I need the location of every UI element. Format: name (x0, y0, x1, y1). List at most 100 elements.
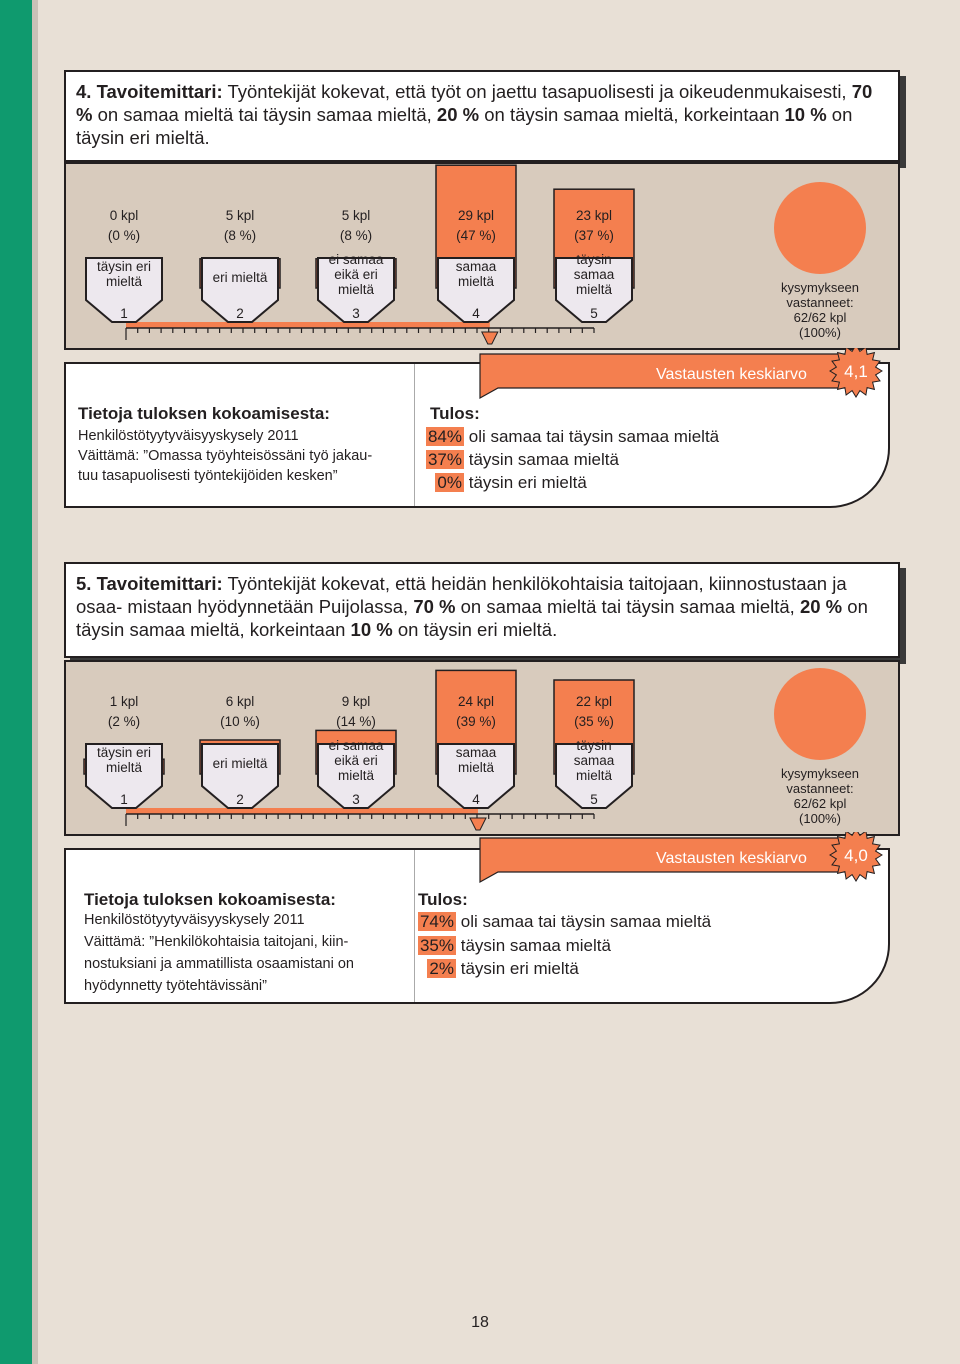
option-number: 2 (236, 306, 244, 321)
percent-label: (14 %) (336, 714, 376, 729)
option-label: täysin (576, 738, 611, 753)
respondents-label: vastanneet: (786, 781, 853, 796)
respondents-label: vastanneet: (786, 295, 853, 310)
result-pct: 35% (417, 936, 456, 955)
count-label: 5 kpl (342, 208, 371, 223)
title-pct: 20 % (436, 104, 480, 125)
option-tag-1 (85, 743, 163, 809)
title-text: on täysin samaa mieltä, korkeintaan (479, 104, 785, 125)
title-pct: 10 % (350, 619, 393, 640)
percent-label: (0 %) (108, 228, 140, 243)
option-label: täysin eri (97, 745, 151, 760)
option-label: samaa (456, 745, 497, 760)
respondents-label: (100%) (799, 811, 841, 826)
result-text: oli samaa tai täysin samaa mieltä (468, 427, 720, 446)
respondents-label: 62/62 kpl (794, 310, 847, 325)
average-banner-shape (479, 353, 853, 400)
option-label: eri mieltä (213, 756, 268, 771)
option-number: 2 (236, 792, 244, 807)
average-label: Vastausten keskiarvo (656, 850, 807, 867)
average-pointer (469, 817, 487, 831)
average-value: 4,1 (844, 362, 868, 381)
respondents-circle (774, 182, 866, 274)
option-label: eri mieltä (213, 270, 268, 285)
section-4-chart: 0 kpl (0 %) 5 kpl (8 %) 5 kpl (8 %) 29 kpl (47 … (85, 164, 866, 345)
info-heading: Tietoja tuloksen kokoamisesta: (84, 890, 336, 909)
count-label: 6 kpl (226, 694, 255, 709)
info-line: Henkilöstötyytyväisyyskysely 2011 (84, 912, 305, 928)
average-pointer (480, 331, 499, 345)
ruler-fill (126, 322, 490, 328)
option-tag-1 (85, 257, 163, 323)
info-line: hyödynnetty työtehtävissäni” (84, 978, 267, 994)
option-number: 5 (590, 792, 598, 807)
result-text: täysin samaa mieltä (468, 450, 619, 469)
option-label: mieltä (458, 760, 495, 775)
option-tag-5 (555, 257, 633, 323)
result-heading: Tulos: (418, 890, 468, 909)
result-pct: 0% (435, 473, 464, 492)
option-number: 1 (120, 306, 128, 321)
title-text: on samaa mieltä tai täysin samaa mieltä, (92, 104, 437, 125)
option-tag-3 (317, 743, 395, 809)
option-number: 5 (590, 306, 598, 321)
option-label: eikä eri (334, 753, 378, 768)
result-pct: 84% (425, 427, 464, 446)
option-label: mieltä (338, 768, 375, 783)
result-row: 37% täysin samaa mieltä (418, 450, 619, 470)
result-text: täysin samaa mieltä (460, 936, 611, 955)
option-number: 4 (472, 306, 480, 321)
percent-label: (2 %) (108, 714, 140, 729)
title-pct: 10 % (784, 104, 827, 125)
option-label: mieltä (106, 760, 143, 775)
percent-label: (39 %) (456, 714, 496, 729)
page-number: 18 (471, 1314, 489, 1331)
title-text: Työntekijät kokevat, että heidän henkilö… (76, 573, 847, 617)
title-text: on täysin eri mieltä. (76, 104, 853, 148)
percent-label: (10 %) (220, 714, 260, 729)
option-tag-3 (317, 257, 395, 323)
count-label: 5 kpl (226, 208, 255, 223)
count-label: 0 kpl (110, 208, 139, 223)
option-label: täysin eri (97, 259, 151, 274)
title-text: mistaan hyödynnetään Puijolassa, (127, 596, 414, 617)
average-label: Vastausten keskiarvo (656, 366, 807, 383)
ruler-fill (126, 808, 478, 814)
result-pct: 74% (417, 912, 456, 931)
title-text: on täysin samaa mieltä, korkeintaan (76, 596, 868, 640)
info-line: Henkilöstötyytyväisyyskysely 2011 (78, 428, 299, 444)
section-5-average-banner: Vastausten keskiarvo 4,0 (479, 832, 883, 884)
result-heading: Tulos: (430, 404, 480, 423)
info-divider (414, 364, 415, 506)
option-label: täysin (576, 252, 611, 267)
result-text: täysin eri mieltä (468, 473, 587, 492)
option-label: samaa (574, 267, 615, 282)
option-label: mieltä (106, 274, 143, 289)
respondents-label: kysymykseen (781, 280, 859, 295)
section-4-info-box: Tietoja tuloksen kokoamisesta: Henkilöst… (64, 362, 890, 508)
average-starburst (829, 832, 883, 882)
respondents-label: (100%) (799, 325, 841, 340)
result-text: täysin eri mieltä (460, 959, 579, 978)
option-label: mieltä (458, 274, 495, 289)
info-line: tuu tasapuolisesti työntekijöiden kesken… (78, 468, 338, 484)
section-5-title: 5. Tavoitemittari: Työntekijät kokevat, … (64, 562, 900, 658)
section-5-info-box: Tietoja tuloksen kokoamisesta: Henkilöst… (64, 848, 890, 1004)
info-divider (414, 850, 415, 1002)
info-heading: Tietoja tuloksen kokoamisesta: (78, 404, 330, 423)
result-row: 74% oli samaa tai täysin samaa mieltä (404, 912, 711, 932)
section-5-chart: 1 kpl (2 %) 6 kpl (10 %) 9 kpl (14 %) 24 kpl (3… (83, 668, 866, 831)
result-row: 84% oli samaa tai täysin samaa mieltä (418, 427, 719, 447)
count-label: 23 kpl (576, 208, 612, 223)
result-row: 0% täysin eri mieltä (418, 473, 587, 493)
respondents-circle (774, 668, 866, 760)
side-stripe (0, 0, 32, 1364)
count-label: 9 kpl (342, 694, 371, 709)
title-bold: Tavoitemittari: (96, 573, 223, 594)
option-tag-5 (555, 743, 633, 809)
percent-label: (35 %) (574, 714, 614, 729)
title-text: Työntekijät kokevat, että työt on jaettu… (222, 81, 847, 102)
result-pct: 37% (425, 450, 464, 469)
title-pct: 20 % (799, 596, 843, 617)
respondents-label: kysymykseen (781, 766, 859, 781)
